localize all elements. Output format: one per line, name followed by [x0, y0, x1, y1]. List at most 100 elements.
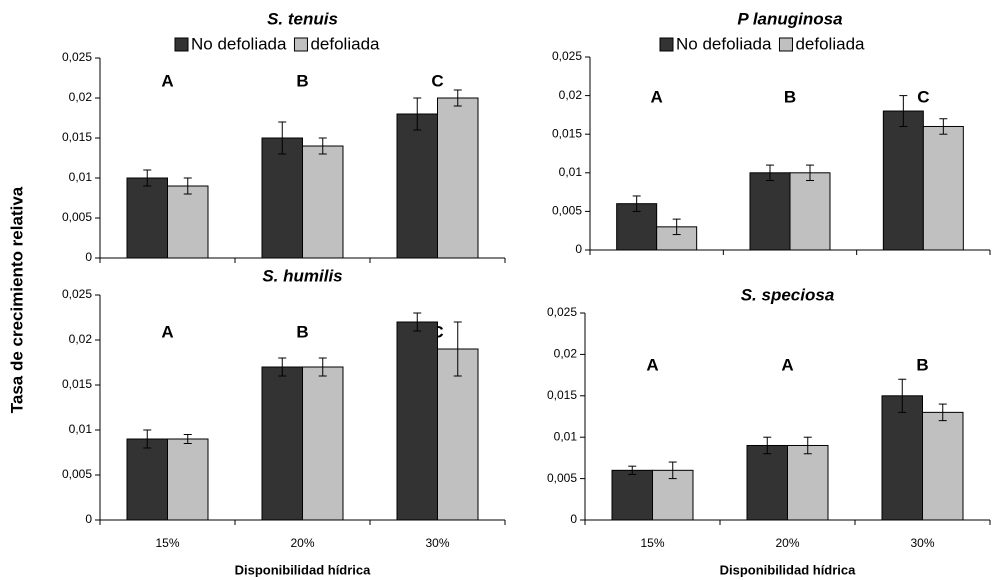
error-bar [672, 218, 681, 236]
bar [922, 125, 964, 251]
chart-panel: S. tenuis 0 0,005 0,01 0,015 0,02 0,025 No defo… [62, 9, 506, 264]
bar [302, 145, 344, 259]
y-tick-label: 0,015 [62, 377, 92, 391]
error-bar [803, 436, 812, 455]
error-bar [143, 429, 152, 449]
error-bar [668, 461, 677, 480]
y-tick-label: 0,02 [554, 347, 578, 361]
error-bar [899, 95, 908, 127]
y-tick-label: 0,02 [69, 332, 93, 346]
error-bar [628, 465, 637, 475]
y-axis-label: Tasa de crecimiento relativa [7, 186, 26, 413]
bar [787, 444, 829, 521]
x-tick-label: 20% [290, 536, 314, 550]
y-tick-label: 0,025 [547, 305, 577, 319]
x-tick-label: 15% [155, 536, 179, 550]
bar [922, 411, 964, 521]
error-bar [763, 436, 772, 455]
error-bar [183, 177, 192, 195]
legend-label: defoliada [310, 34, 380, 53]
error-bar [278, 357, 287, 377]
bar [611, 469, 653, 521]
legend-label: No defoliada [676, 34, 772, 53]
bar [881, 395, 923, 521]
error-bar [632, 195, 641, 212]
error-bar [939, 118, 948, 135]
error-bar [413, 97, 422, 131]
y-tick-label: 0,005 [552, 204, 582, 218]
error-bar [806, 164, 814, 182]
y-tick-label: 0,01 [69, 422, 93, 436]
error-bar [453, 321, 462, 377]
chart-panel: P lanuginosa 0 0,005 0,01 0,015 0,02 0,025 No d… [552, 9, 991, 256]
bar [126, 177, 168, 259]
annotation: C [431, 71, 443, 90]
y-tick-label: 0 [575, 242, 582, 256]
chart-title: P lanuginosa [737, 9, 842, 28]
legend-label: No defoliada [191, 34, 287, 53]
bar [302, 366, 344, 521]
y-tick-label: 0,015 [552, 126, 582, 140]
bar [396, 113, 438, 259]
error-bar [453, 89, 462, 107]
y-tick-label: 0,005 [62, 467, 92, 481]
bar [396, 321, 438, 521]
legend-swatch [659, 37, 674, 52]
error-bar [938, 403, 947, 422]
bar [789, 172, 831, 251]
chart-title: S. humilis [262, 266, 342, 285]
legend-swatch [293, 37, 308, 52]
y-tick-label: 0,02 [559, 88, 583, 102]
annotation: A [781, 355, 793, 374]
error-bar [766, 164, 774, 182]
bar [882, 110, 924, 251]
x-tick-label: 30% [425, 536, 449, 550]
bar [437, 97, 479, 259]
y-tick-label: 0,01 [554, 429, 578, 443]
annotation: C [917, 87, 929, 106]
y-tick-label: 0,025 [62, 50, 92, 64]
y-tick-label: 0,005 [62, 210, 92, 224]
error-bar [318, 357, 327, 377]
bar [167, 185, 209, 259]
y-tick-label: 0 [570, 512, 577, 526]
legend-swatch [174, 37, 189, 52]
y-tick-label: 0,025 [552, 49, 582, 63]
bar [746, 444, 788, 521]
y-tick-label: 0 [85, 250, 92, 264]
annotation: A [161, 322, 173, 341]
annotation: A [646, 355, 658, 374]
y-tick-label: 0,025 [62, 287, 92, 301]
annotation: B [296, 322, 308, 341]
error-bar [898, 378, 907, 413]
y-tick-label: 0,01 [69, 170, 93, 184]
annotation: A [651, 87, 663, 106]
error-bar [143, 169, 152, 187]
error-bar [413, 312, 422, 332]
annotation: B [296, 71, 308, 90]
bar [126, 438, 168, 521]
y-tick-label: 0,02 [69, 90, 93, 104]
chart-panel: S. speciosa 0 0,005 0,01 0,015 0,02 0,025 15% A 2… [547, 285, 991, 577]
y-tick-label: 0,015 [547, 388, 577, 402]
bar [437, 348, 479, 521]
bar [261, 137, 303, 259]
error-bar [183, 434, 192, 444]
y-tick-label: 0 [85, 512, 92, 526]
error-bar [278, 121, 287, 155]
annotation: A [161, 71, 173, 90]
annotation: B [916, 355, 928, 374]
y-tick-label: 0,015 [62, 130, 92, 144]
x-axis-label: Disponibilidad hídrica [720, 562, 857, 577]
y-tick-label: 0,005 [547, 471, 577, 485]
x-tick-label: 15% [640, 536, 664, 550]
error-bar [318, 137, 327, 155]
bar [167, 438, 209, 521]
x-tick-label: 30% [910, 536, 934, 550]
legend-label: defoliada [795, 34, 865, 53]
chart-title: S. speciosa [741, 285, 835, 304]
annotation: B [784, 87, 796, 106]
bar [749, 172, 791, 251]
chart-panel: S. humilis 0 0,005 0,01 0,015 0,02 0,025 15% A 20… [62, 266, 506, 577]
